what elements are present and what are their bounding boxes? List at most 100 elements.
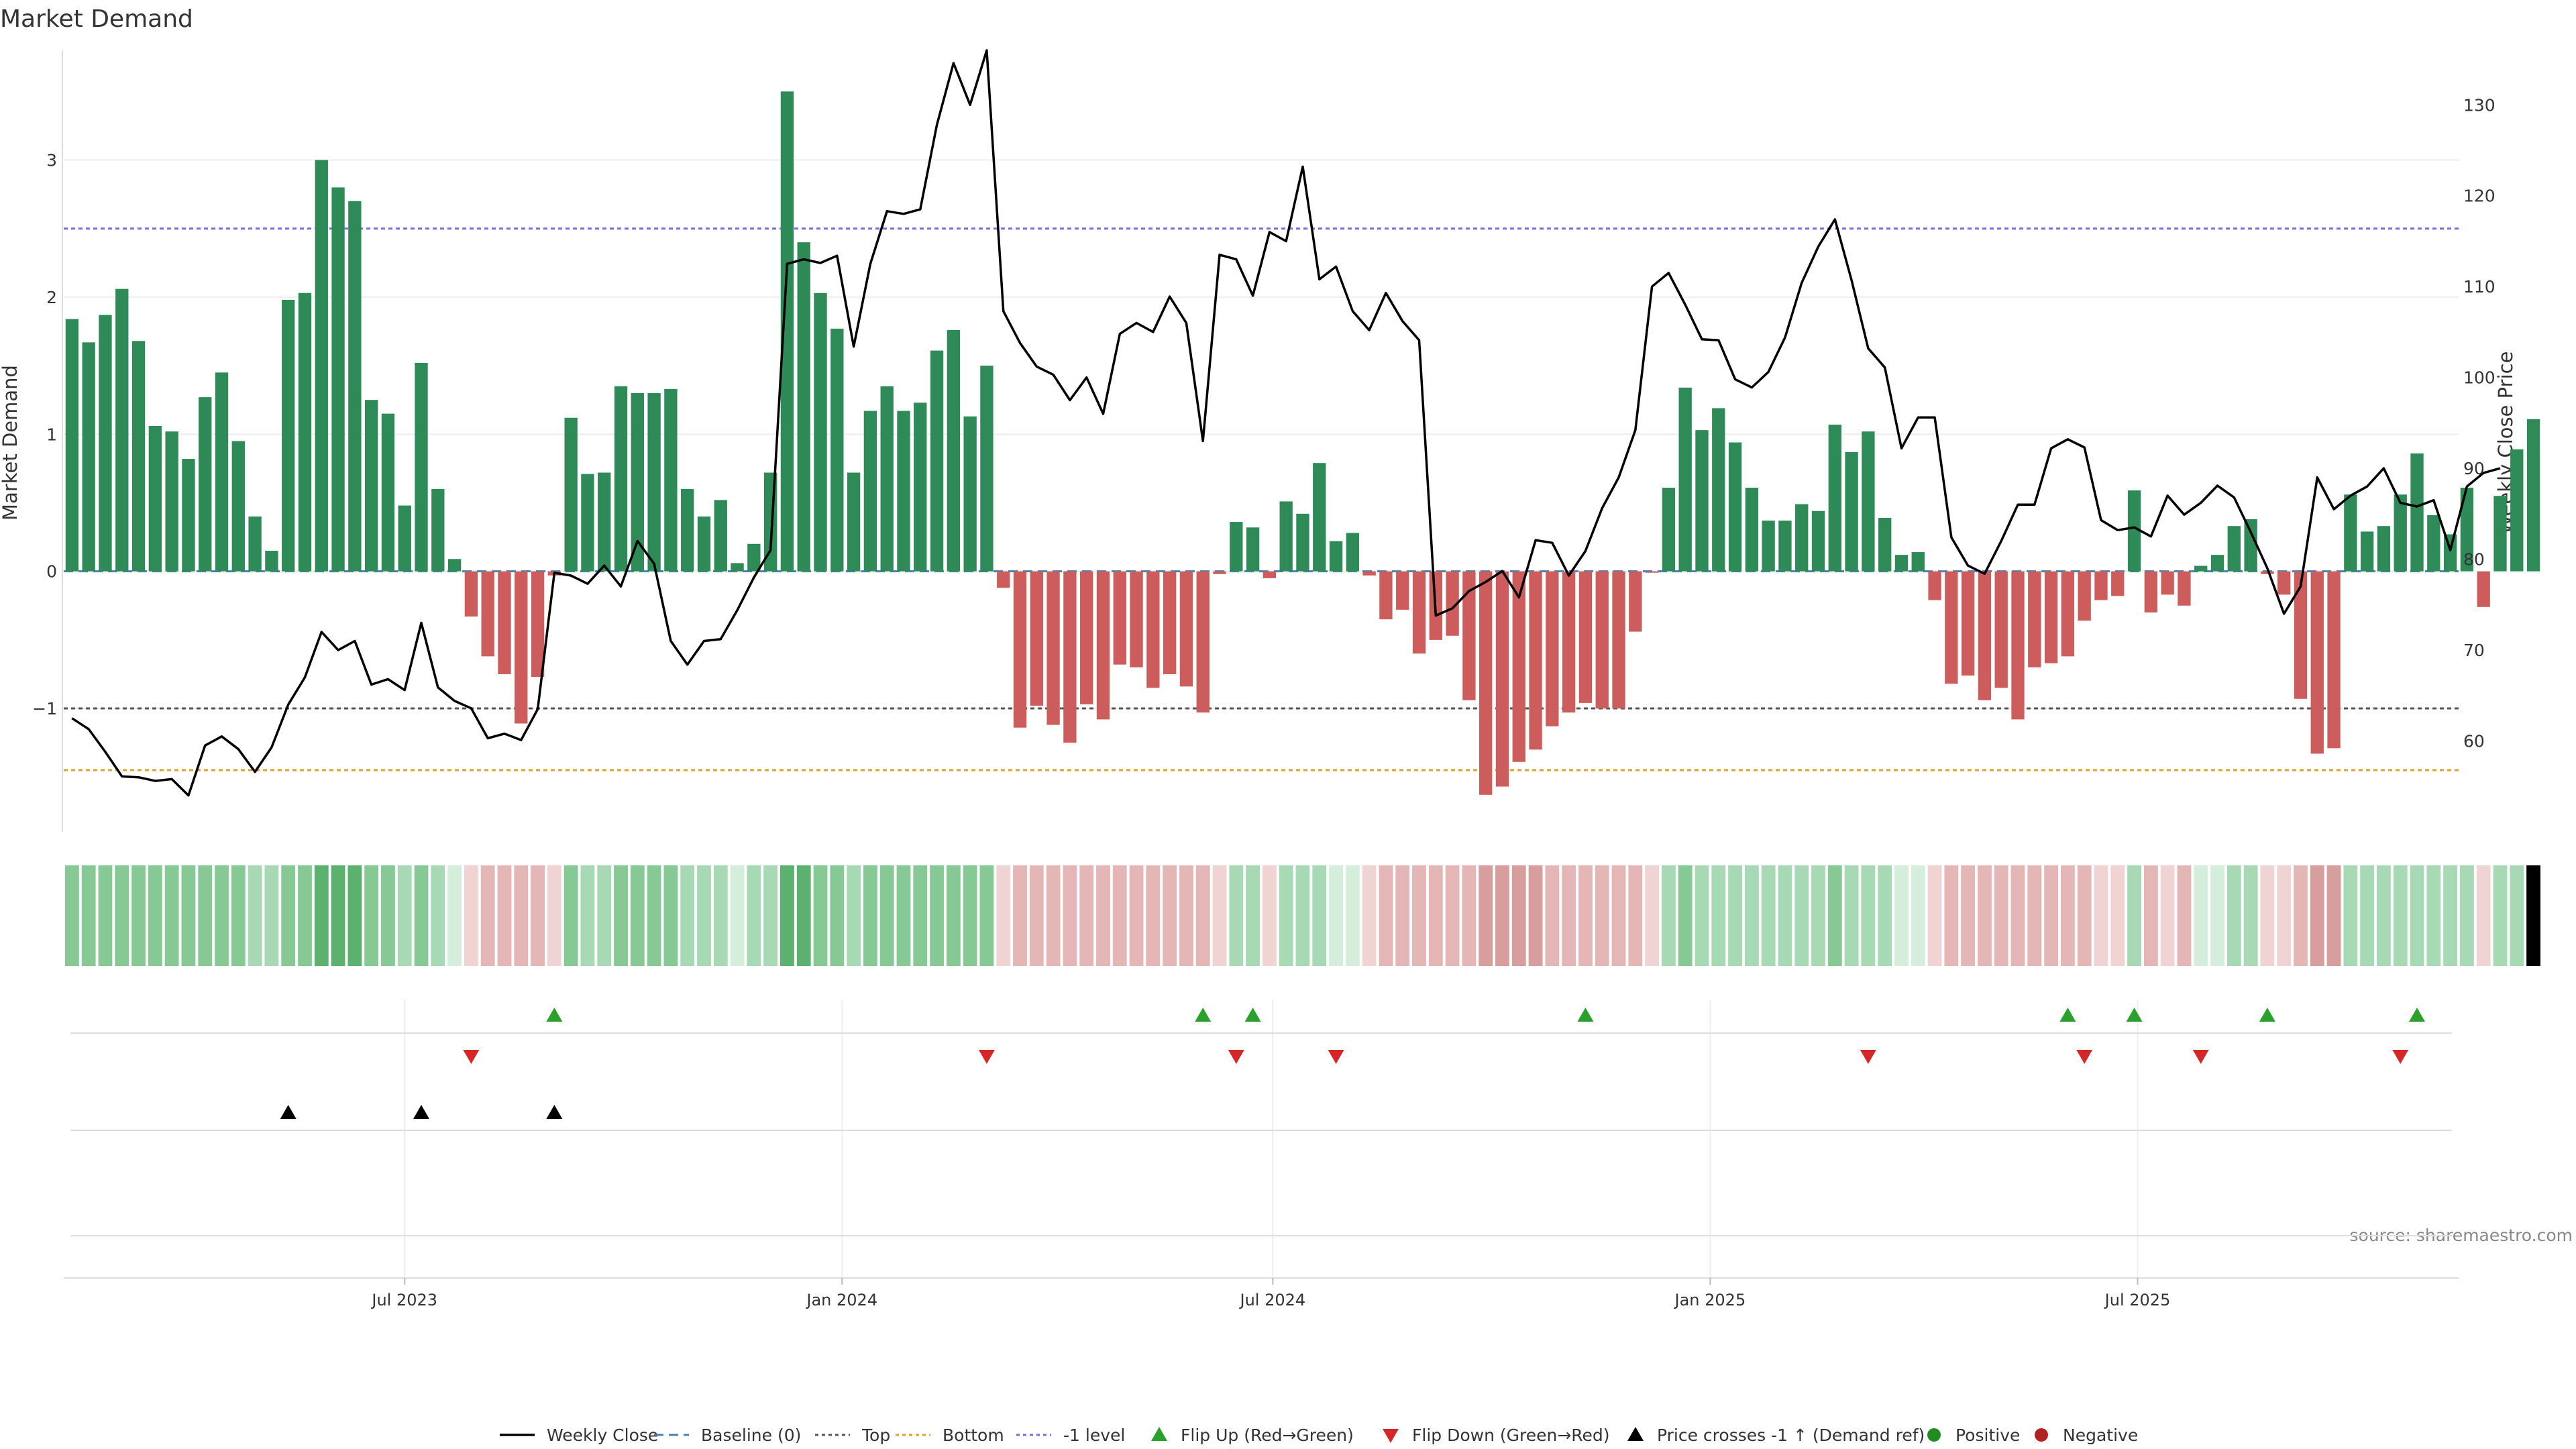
legend-item-close: Weekly Close — [500, 1426, 658, 1445]
strip-cell — [996, 865, 1011, 966]
strip-cell — [580, 865, 595, 966]
flip-up-marker — [1195, 1008, 1212, 1022]
strip-cell — [215, 865, 229, 966]
strip-cell — [1246, 865, 1260, 966]
strip-cell — [1146, 865, 1161, 966]
x-tick-label: Jul 2025 — [2104, 1291, 2171, 1309]
legend-item-positive: Positive — [1927, 1426, 2020, 1445]
demand-bar-positive — [780, 91, 794, 572]
strip-cell — [2326, 865, 2341, 966]
demand-color-strip — [64, 865, 2540, 966]
strip-cell — [1628, 865, 1643, 966]
strip-cell — [1428, 865, 1443, 966]
strip-cell — [447, 865, 462, 966]
legend-swatch — [1383, 1429, 1399, 1443]
strip-cell — [1362, 865, 1377, 966]
demand-bar-positive — [2210, 555, 2224, 572]
demand-bar-positive — [415, 363, 428, 572]
strip-cell — [2294, 865, 2308, 966]
strip-cell — [1063, 865, 1077, 966]
demand-bar-positive — [1695, 430, 1709, 572]
strip-cell — [1379, 865, 1393, 966]
strip-cell — [1778, 865, 1792, 966]
chart-title: Market Demand — [0, 5, 193, 33]
weekly-close-line — [71, 49, 2501, 797]
demand-bar-positive — [598, 472, 611, 572]
demand-bar-positive — [1795, 504, 1809, 572]
strip-cell — [1462, 865, 1477, 966]
demand-bar-negative — [464, 571, 478, 617]
demand-bar-positive — [714, 500, 727, 572]
strip-cell — [1495, 865, 1509, 966]
strip-cell — [1711, 865, 1726, 966]
axis-ticks: 3 2 1 0 −1 130 120 110 100 90 80 70 60 Jul 2023 Jan 20… — [32, 50, 2496, 1309]
flip-up-marker — [2059, 1008, 2076, 1022]
legend-label: Positive — [1955, 1426, 2020, 1445]
demand-bar-negative — [1978, 571, 1992, 700]
strip-cell — [930, 865, 944, 966]
strip-cell — [1112, 865, 1127, 966]
price-cross-marker — [280, 1105, 297, 1119]
strip-cell — [1861, 865, 1876, 966]
legend-swatch — [1927, 1428, 1941, 1442]
legend-item-negative: Negative — [2035, 1426, 2138, 1445]
y2-tick-label: 70 — [2463, 641, 2485, 660]
strip-cell — [347, 865, 362, 966]
demand-bar-negative — [2277, 571, 2291, 595]
demand-bar-positive — [1230, 522, 1243, 572]
strip-cell — [1129, 865, 1144, 966]
flip-down-marker — [2076, 1050, 2093, 1064]
reference-lines — [64, 227, 2459, 771]
demand-bar-negative — [997, 571, 1010, 588]
strip-cell — [1678, 865, 1693, 966]
demand-bar-negative — [1595, 571, 1609, 709]
demand-bar-positive — [847, 472, 861, 572]
demand-bar-positive — [581, 474, 594, 572]
demand-bar-negative — [1113, 571, 1126, 665]
demand-bar-positive — [797, 242, 810, 572]
strip-cell — [979, 865, 994, 966]
demand-bar-positive — [1662, 487, 1676, 572]
demand-bar-positive — [1728, 442, 1742, 572]
demand-bar-negative — [1495, 571, 1509, 787]
strip-cell — [148, 865, 162, 966]
legend-swatch — [1151, 1427, 1167, 1441]
demand-bar-negative — [1546, 571, 1559, 727]
demand-bar-positive — [880, 386, 894, 572]
legend-label: -1 level — [1063, 1426, 1125, 1445]
strip-cell — [1195, 865, 1210, 966]
strip-cell — [763, 865, 778, 966]
demand-bar-positive — [1894, 555, 1909, 572]
demand-bar-positive — [614, 386, 628, 572]
demand-bar-negative — [1130, 571, 1143, 667]
strip-cell — [2243, 865, 2258, 966]
y-tick-label: −1 — [32, 699, 57, 718]
demand-bar-positive — [182, 459, 195, 572]
strip-cell — [1295, 865, 1310, 966]
flip-up-marker — [2259, 1008, 2275, 1022]
strip-cell — [796, 865, 811, 966]
strip-cell — [1163, 865, 1177, 966]
demand-bar-negative — [1512, 571, 1525, 762]
demand-bar-positive — [697, 516, 711, 572]
strip-cell — [730, 865, 745, 966]
flip-down-marker — [1860, 1050, 1876, 1064]
strip-cell — [1578, 865, 1593, 966]
legend-label: Flip Up (Red→Green) — [1181, 1426, 1354, 1445]
legend-label: Flip Down (Green→Red) — [1412, 1426, 1610, 1445]
strip-cell — [1728, 865, 1742, 966]
y-tick-label: 3 — [46, 151, 57, 170]
strip-cell — [2010, 865, 2025, 966]
demand-bar-negative — [1146, 571, 1160, 688]
demand-bar-negative — [2477, 571, 2490, 607]
strip-cell — [531, 865, 545, 966]
flip-up-marker — [2126, 1008, 2143, 1022]
strip-cell — [431, 865, 445, 966]
strip-cell — [1312, 865, 1327, 966]
price-cross-marker — [546, 1105, 563, 1119]
flip-up-marker — [2409, 1008, 2426, 1022]
y2-tick-label: 130 — [2463, 95, 2496, 115]
strip-cell — [331, 865, 345, 966]
strip-cell — [2343, 865, 2358, 966]
